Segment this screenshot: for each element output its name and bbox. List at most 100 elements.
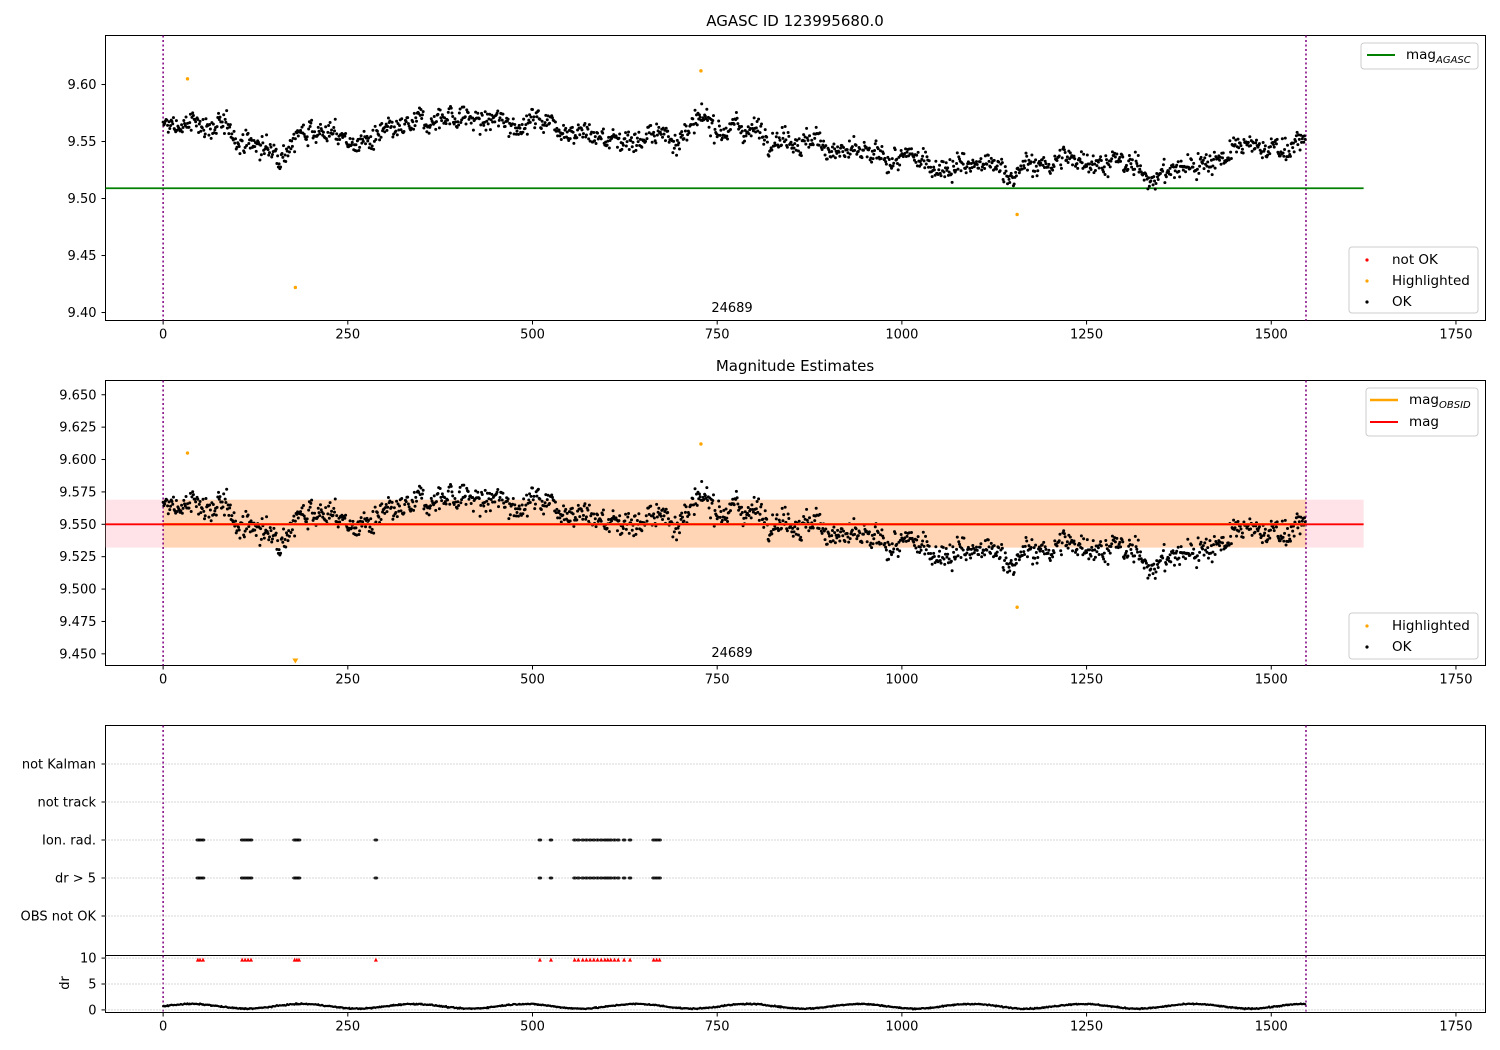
ok-point — [451, 115, 455, 119]
ok-point — [1107, 549, 1111, 553]
ok-point — [965, 551, 969, 555]
ok-point — [501, 491, 505, 495]
ok-point — [624, 512, 628, 516]
ok-point — [980, 165, 984, 169]
ok-point — [182, 118, 186, 122]
ok-point — [1142, 178, 1146, 182]
ok-point — [1153, 567, 1157, 571]
ok-point — [578, 515, 582, 519]
legend-agasc-line: magAGASC — [1360, 42, 1479, 70]
ok-point — [936, 172, 940, 176]
ok-point — [444, 122, 448, 126]
ok-point — [419, 486, 423, 490]
ok-point — [623, 137, 627, 141]
ok-point — [218, 495, 222, 499]
ok-point — [698, 495, 702, 499]
ok-point — [434, 508, 438, 512]
ok-point — [624, 131, 628, 135]
ok-point — [635, 527, 639, 531]
ok-point — [309, 501, 313, 505]
ok-point — [1152, 562, 1156, 566]
ok-point — [1060, 156, 1064, 160]
ok-point — [915, 550, 919, 554]
ok-point — [781, 136, 785, 140]
ok-point — [417, 490, 421, 494]
ok-point — [693, 487, 697, 491]
ok-point — [395, 499, 399, 503]
ok-point — [971, 543, 975, 547]
ok-point — [760, 502, 764, 506]
ok-point — [1102, 170, 1106, 174]
ok-point — [872, 537, 876, 541]
ok-point — [295, 512, 299, 516]
ok-point — [890, 166, 894, 170]
ok-point — [188, 112, 192, 116]
ok-point — [656, 510, 660, 514]
ok-point — [272, 526, 276, 530]
ok-point — [1138, 167, 1142, 171]
ok-point — [237, 528, 241, 532]
ok-point — [454, 500, 458, 504]
ok-point — [687, 131, 691, 135]
ok-point — [304, 520, 308, 524]
ok-point — [1068, 151, 1072, 155]
ok-point — [1062, 148, 1066, 152]
ok-point — [204, 496, 208, 500]
ok-point — [524, 123, 528, 127]
ok-point — [1032, 546, 1036, 550]
y-tick-label: 9.500 — [59, 583, 96, 598]
ok-point — [652, 130, 656, 134]
ok-point — [709, 516, 713, 520]
ok-point — [1191, 165, 1195, 169]
ok-point — [1071, 549, 1075, 553]
ok-point — [301, 503, 305, 507]
ok-point — [645, 137, 649, 141]
legend-magnitude-points: Highlighted OK — [1348, 612, 1479, 660]
ok-point — [1059, 553, 1063, 557]
flag-point — [588, 838, 592, 842]
ok-point — [1198, 164, 1202, 168]
ok-point — [1012, 571, 1016, 575]
ok-point — [706, 498, 710, 502]
flag-point — [602, 876, 606, 880]
flag-point — [580, 876, 584, 880]
ok-point — [446, 118, 450, 122]
ok-point — [969, 169, 973, 173]
ok-point — [1268, 536, 1272, 540]
ok-point — [830, 529, 834, 533]
ok-point — [873, 142, 877, 146]
ok-point — [335, 137, 339, 141]
ok-point — [480, 113, 484, 117]
ok-point — [711, 119, 715, 123]
ok-point — [713, 127, 717, 131]
ok-point — [751, 510, 755, 514]
ok-point — [332, 506, 336, 510]
ok-point — [364, 525, 368, 529]
ok-point — [666, 135, 670, 139]
ok-point — [810, 138, 814, 142]
flag-point — [538, 876, 542, 880]
ok-point — [453, 117, 457, 121]
ok-point — [479, 503, 483, 507]
ok-point — [456, 120, 460, 124]
ok-point — [947, 557, 951, 561]
y-tick-label: 9.450 — [59, 647, 96, 662]
ok-point — [758, 131, 762, 135]
ok-point — [700, 479, 704, 483]
ok-point — [1164, 175, 1168, 179]
ok-point — [848, 537, 852, 541]
highlighted-point — [699, 69, 703, 73]
y-tick-label: 5 — [88, 978, 96, 993]
ok-point — [1046, 165, 1050, 169]
ok-point — [338, 520, 342, 524]
ok-point — [1221, 151, 1225, 155]
ok-point — [495, 111, 499, 115]
ok-point — [720, 136, 724, 140]
ok-point — [1032, 160, 1036, 164]
ok-point — [861, 148, 865, 152]
ok-point — [1212, 150, 1216, 154]
ok-point — [722, 508, 726, 512]
ok-point — [880, 528, 884, 532]
ok-point — [1176, 545, 1180, 549]
ok-point — [166, 123, 170, 127]
